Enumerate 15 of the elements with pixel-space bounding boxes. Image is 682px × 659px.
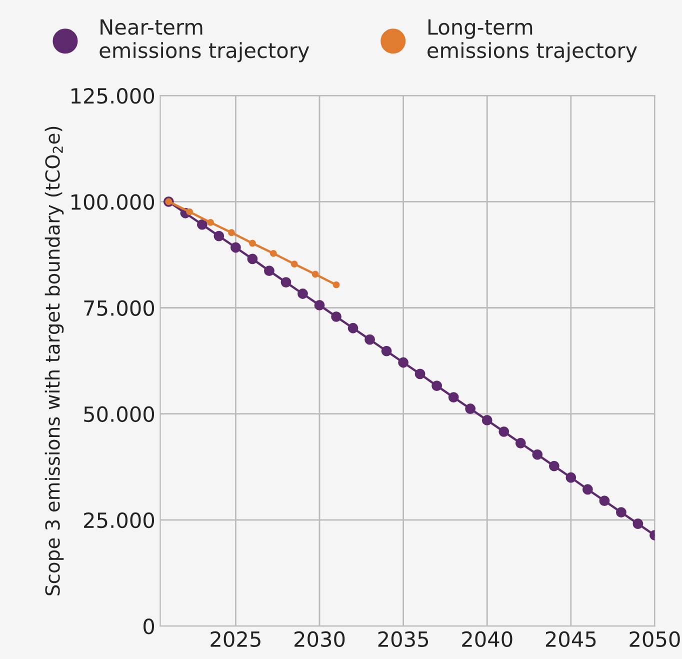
x-tick-label: 2025 [210, 631, 260, 648]
legend-label: Near-term emissions trajectory [100, 19, 310, 62]
y-tick-label: 50.000 [84, 406, 154, 422]
x-tick-label: 2035 [378, 631, 428, 648]
x-tick-label: 2050 [630, 631, 680, 648]
x-tick-label: 2040 [462, 631, 512, 648]
y-tick-label: 100.000 [72, 194, 154, 210]
y-tick-label: 25.000 [84, 512, 154, 528]
x-tick-label: 2045 [546, 631, 596, 648]
x-tick-label: 2030 [294, 631, 345, 648]
y-tick-label: 75.000 [84, 300, 154, 316]
y-tick-label: 125.000 [72, 88, 154, 104]
y-axis-title: Scope 3 emissions with target boundary (tCO$_{2}$e) [44, 126, 64, 596]
legend-label: Long-term emissions trajectory [428, 19, 637, 62]
y-tick-label: 0 [144, 618, 154, 634]
